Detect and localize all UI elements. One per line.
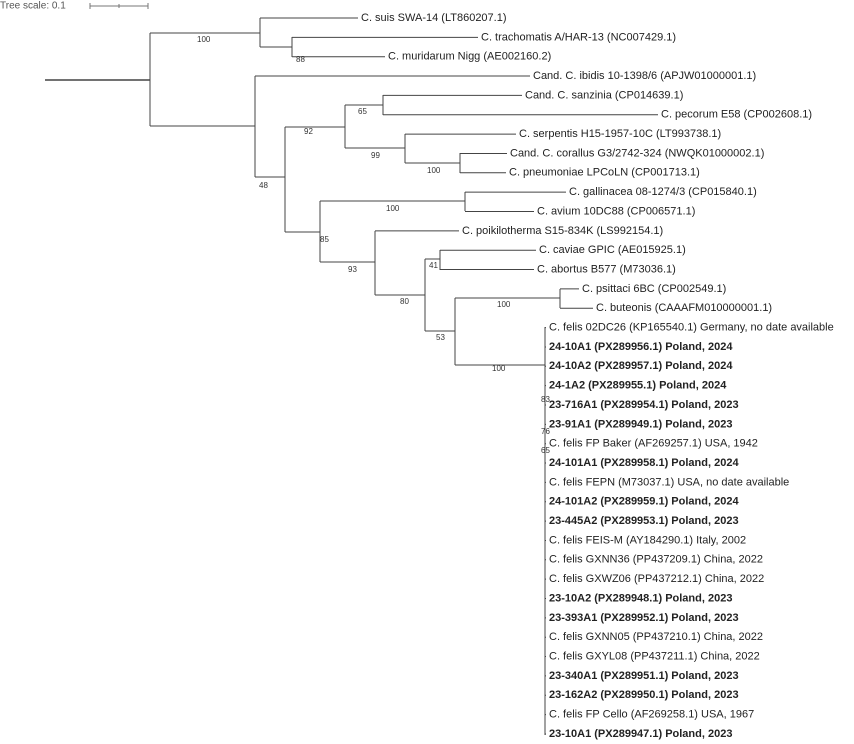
support-value: 41 [429, 261, 438, 270]
leaf-label: C. felis FP Baker (AF269257.1) USA, 1942 [549, 438, 758, 450]
leaf-label: 23-91A1 (PX289949.1) Poland, 2023 [549, 418, 732, 430]
leaf-label: C. felis FEIS-M (AY184290.1) Italy, 2002 [549, 534, 746, 546]
leaf-label: C. felis GXYL08 (PP437211.1) China, 2022 [549, 650, 760, 662]
leaf-label: 24-1A2 (PX289955.1) Poland, 2024 [549, 380, 727, 392]
leaf-label: C. poikilotherma S15-834K (LS992154.1) [462, 225, 663, 237]
support-value: 92 [304, 127, 313, 136]
leaf-label: 23-340A1 (PX289951.1) Poland, 2023 [549, 670, 739, 682]
leaf-label: Cand. C. corallus G3/2742-324 (NWQK01000… [510, 147, 764, 159]
leaf-label: C. gallinacea 08-1274/3 (CP015840.1) [569, 186, 757, 198]
support-value: 100 [427, 166, 441, 175]
leaf-label: C. felis GXNN36 (PP437209.1) China, 2022 [549, 554, 763, 566]
leaf-label: C. pneumoniae LPCoLN (CP001713.1) [509, 167, 700, 179]
support-value: 53 [436, 333, 445, 342]
leaf-label: C. suis SWA-14 (LT860207.1) [361, 12, 507, 24]
support-value: 76 [541, 427, 550, 436]
support-value: 88 [296, 55, 305, 64]
leaf-label: C. buteonis (CAAAFM010000001.1) [596, 302, 772, 314]
leaf-label: C. trachomatis A/HAR-13 (NC007429.1) [481, 31, 676, 43]
leaf-label: C. felis GXNN05 (PP437210.1) China, 2022 [549, 631, 763, 643]
leaf-label: C. serpentis H15-1957-10C (LT993738.1) [519, 128, 721, 140]
leaf-label: C. felis GXWZ06 (PP437212.1) China, 2022 [549, 573, 764, 585]
leaf-label: 23-10A2 (PX289948.1) Poland, 2023 [549, 592, 732, 604]
leaf-label: C. muridarum Nigg (AE002160.2) [388, 51, 551, 63]
leaf-label: Cand. C. ibidis 10-1398/6 (APJW01000001.… [533, 70, 756, 82]
support-value: 65 [541, 446, 550, 455]
leaf-label: C. avium 10DC88 (CP006571.1) [537, 205, 695, 217]
leaf-label: C. felis FEPN (M73037.1) USA, no date av… [549, 476, 789, 488]
scale-bar [89, 3, 149, 9]
support-value: 80 [400, 297, 409, 306]
support-value: 83 [541, 395, 550, 404]
support-value: 100 [197, 35, 211, 44]
leaf-label: 23-162A2 (PX289950.1) Poland, 2023 [549, 689, 739, 701]
leaf-label: 24-10A2 (PX289957.1) Poland, 2024 [549, 360, 733, 372]
leaf-label: 23-393A1 (PX289952.1) Poland, 2023 [549, 612, 739, 624]
support-value: 100 [386, 204, 400, 213]
leaf-label: 23-716A1 (PX289954.1) Poland, 2023 [549, 399, 739, 411]
leaf-label: C. abortus B577 (M73036.1) [537, 263, 676, 275]
leaf-label: C. felis FP Cello (AF269258.1) USA, 1967 [549, 709, 754, 721]
leaf-label: Cand. C. sanzinia (CP014639.1) [525, 89, 683, 101]
leaf-label: C. psittaci 6BC (CP002549.1) [582, 283, 726, 295]
branches [45, 17, 658, 735]
scale-label: Tree scale: 0.1 [0, 1, 66, 12]
support-value: 85 [320, 235, 329, 244]
leaf-label: 24-101A2 (PX289959.1) Poland, 2024 [549, 496, 739, 508]
support-value: 65 [358, 107, 367, 116]
support-value: 100 [492, 364, 506, 373]
leaf-label: 24-101A1 (PX289958.1) Poland, 2024 [549, 457, 739, 469]
leaf-label: 23-10A1 (PX289947.1) Poland, 2023 [549, 728, 732, 740]
leaf-label: C. pecorum E58 (CP002608.1) [661, 109, 812, 121]
support-value: 100 [497, 300, 511, 309]
leaf-label: C. caviae GPIC (AE015925.1) [539, 244, 686, 256]
leaf-label: 24-10A1 (PX289956.1) Poland, 2024 [549, 341, 733, 353]
support-value: 93 [348, 265, 357, 274]
leaf-label: C. felis 02DC26 (KP165540.1) Germany, no… [549, 322, 834, 334]
support-value: 48 [259, 181, 268, 190]
support-value: 99 [371, 151, 380, 160]
leaf-label: 23-445A2 (PX289953.1) Poland, 2023 [549, 515, 739, 527]
